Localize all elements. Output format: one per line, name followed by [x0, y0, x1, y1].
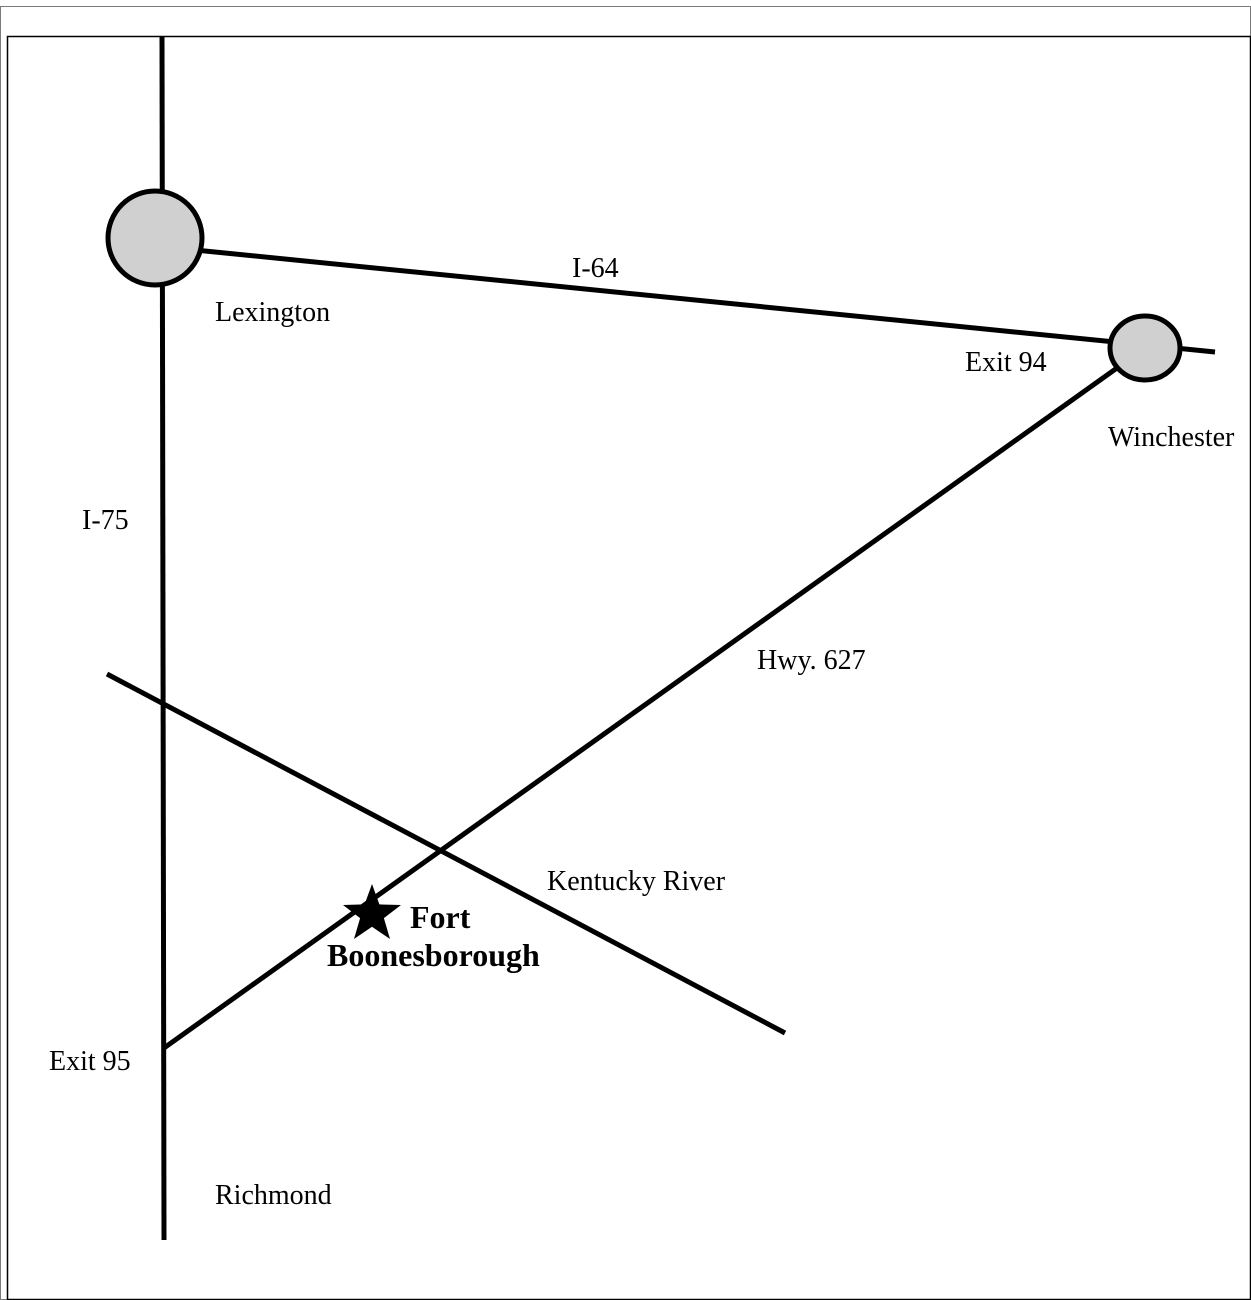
kentucky-river-label: Kentucky River	[547, 866, 726, 897]
i75-label: I-75	[82, 505, 129, 536]
boonesborough-label: Boonesborough	[327, 937, 540, 973]
kentucky-river	[105, 671, 787, 1036]
winchester-city-marker	[1107, 313, 1183, 383]
i64-label: I-64	[572, 253, 619, 284]
winchester-label: Winchester	[1108, 422, 1235, 453]
fort-label: Fort	[410, 899, 471, 935]
i64-road	[154, 243, 1216, 355]
lexington-label: Lexington	[215, 297, 330, 328]
hwy627-road	[162, 345, 1147, 1051]
star-icon	[343, 884, 401, 939]
exit94-label: Exit 94	[965, 347, 1047, 378]
exit95-label: Exit 95	[49, 1046, 131, 1077]
map-outer-border	[0, 6, 1251, 1300]
hwy627-label: Hwy. 627	[757, 645, 866, 676]
lexington-city-marker	[105, 188, 205, 288]
richmond-label: Richmond	[215, 1180, 332, 1211]
